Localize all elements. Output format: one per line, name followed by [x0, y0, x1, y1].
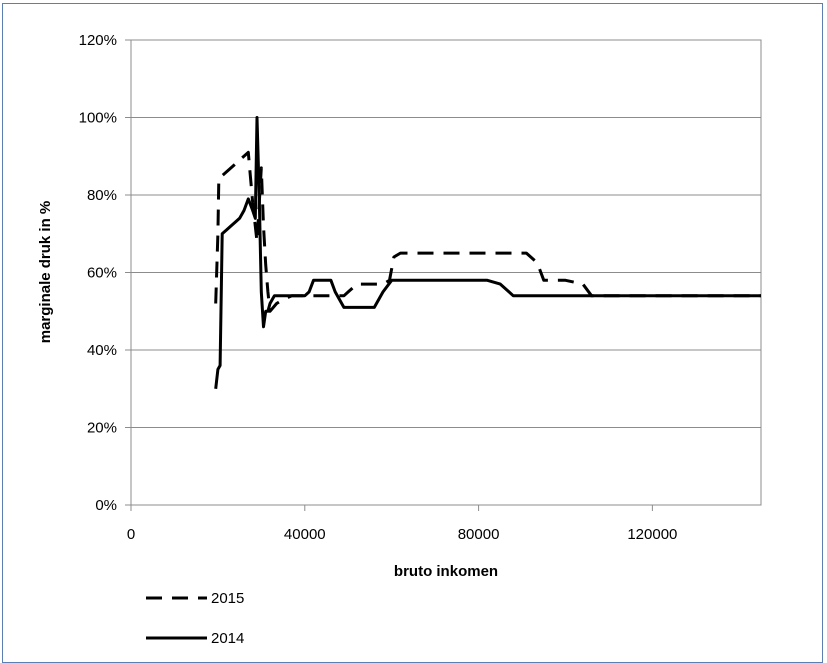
- x-axis-title: bruto inkomen: [394, 563, 498, 580]
- y-tick-label: 0%: [95, 497, 117, 514]
- gridlines: [131, 117, 761, 428]
- y-tick-label: 20%: [87, 420, 117, 437]
- x-tick-label: 40000: [284, 526, 326, 543]
- x-tick-label: 0: [127, 526, 135, 543]
- legend-label-2014: 2014: [211, 630, 244, 647]
- legend-label-2015: 2015: [211, 590, 244, 607]
- x-axis-ticks: 0 40000 80000 120000: [127, 505, 677, 543]
- y-axis-ticks: 0% 20% 40% 60% 80% 100% 120%: [79, 32, 131, 514]
- legend: 2015 2014: [146, 590, 244, 647]
- y-tick-label: 120%: [79, 32, 117, 49]
- x-tick-label: 80000: [458, 526, 500, 543]
- series-layer: [214, 116, 761, 389]
- y-tick-label: 80%: [87, 187, 117, 204]
- y-tick-label: 100%: [79, 110, 117, 127]
- series-line-2014: [214, 116, 761, 389]
- y-tick-label: 40%: [87, 342, 117, 359]
- y-axis-title: marginale druk in %: [37, 201, 54, 344]
- y-tick-label: 60%: [87, 265, 117, 282]
- series-line-2015: [214, 150, 761, 313]
- x-tick-label: 120000: [627, 526, 677, 543]
